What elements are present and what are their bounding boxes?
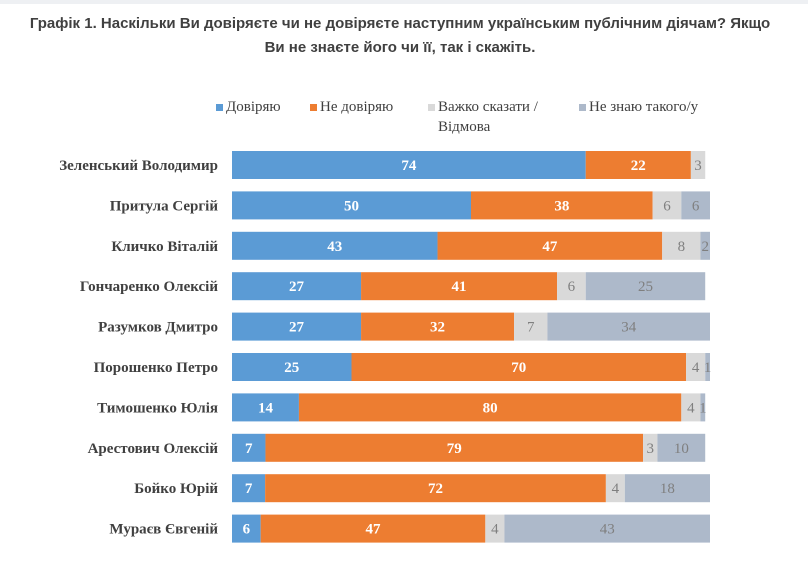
bar-segment: [351, 353, 687, 381]
category-label: Тимошенко Юлія: [97, 400, 218, 416]
data-label: 72: [428, 481, 443, 497]
legend-swatch: [579, 104, 586, 112]
bar-segment: [686, 353, 706, 381]
data-label: 1: [704, 360, 712, 376]
category-label: Разумков Дмитро: [98, 320, 218, 336]
bar-segment: [232, 191, 471, 220]
data-label: 7: [245, 481, 253, 497]
bar-segment: [361, 312, 515, 341]
bar-segment: [361, 272, 558, 301]
category-label: Мураєв Євгеній: [109, 522, 218, 538]
data-label: 25: [638, 279, 653, 295]
data-label: 25: [284, 360, 299, 376]
chart-title: Графік 1. Наскільки Ви довіряєте чи не д…: [29, 15, 771, 56]
legend-swatch: [216, 104, 223, 112]
data-label: 47: [366, 522, 382, 538]
bar-segment: [471, 191, 653, 220]
legend-item-2: Важко сказати / Відмова: [428, 97, 578, 137]
bar-segment: [504, 514, 710, 543]
bar-segment: [547, 312, 710, 341]
bar-segment: [232, 312, 362, 341]
bar-segment: [605, 474, 625, 503]
category-label: Арестович Олексій: [88, 441, 219, 457]
data-label: 6: [568, 279, 576, 295]
category-label: Порошенко Петро: [94, 360, 218, 376]
data-label: 4: [491, 522, 499, 538]
data-label: 3: [694, 158, 702, 174]
data-label: 70: [511, 360, 526, 376]
data-label: 6: [243, 522, 251, 538]
data-label: 74: [401, 158, 417, 174]
data-label: 79: [447, 441, 462, 457]
data-label: 18: [660, 481, 675, 497]
data-label: 43: [600, 522, 615, 538]
bar-segment: [265, 474, 606, 503]
data-label: 10: [674, 441, 689, 457]
data-label: 41: [452, 279, 467, 295]
legend-item-1: Не довіряю: [310, 97, 393, 117]
bar-segment: [232, 231, 438, 260]
data-label: 2: [701, 239, 709, 255]
top-strip: [0, 0, 808, 4]
data-label: 80: [483, 400, 498, 416]
bar-segment: [232, 393, 299, 422]
bar-segment: [700, 231, 710, 260]
bar-segment: [232, 433, 266, 462]
bar-segment: [705, 353, 710, 381]
bar-segment: [232, 272, 362, 301]
bar-segment: [652, 191, 682, 220]
data-label: 8: [678, 239, 686, 255]
data-label: 4: [612, 481, 620, 497]
bar-segment: [700, 393, 706, 422]
category-label: Бойко Юрій: [134, 481, 218, 497]
bar-segment: [690, 151, 706, 179]
data-label: 6: [663, 198, 671, 214]
legend-item-0: Довіряю: [216, 97, 281, 117]
bar-segment: [232, 353, 352, 381]
data-label: 47: [542, 239, 558, 255]
bar-segment: [657, 433, 706, 462]
data-label: 4: [692, 360, 700, 376]
bar-segment: [232, 514, 261, 543]
bar-segment: [260, 514, 486, 543]
legend-swatch: [310, 104, 317, 112]
bar-segment: [232, 474, 266, 503]
category-label: Притула Сергій: [110, 198, 219, 214]
data-label: 43: [327, 239, 342, 255]
bar-segment: [643, 433, 658, 462]
data-label: 7: [245, 441, 253, 457]
data-label: 7: [527, 320, 535, 336]
data-label: 27: [289, 320, 305, 336]
bar-segment: [265, 433, 644, 462]
data-label: 50: [344, 198, 359, 214]
category-label: Зеленський Володимир: [59, 158, 218, 174]
data-label: 38: [554, 198, 569, 214]
data-label: 4: [687, 400, 695, 416]
bar-segment: [485, 514, 505, 543]
bar-segment: [232, 151, 586, 179]
data-label: 22: [631, 158, 646, 174]
bar-segment: [514, 312, 548, 341]
data-label: 27: [289, 279, 305, 295]
data-label: 34: [621, 320, 637, 336]
legend-swatch: [428, 104, 435, 112]
bar-segment: [681, 393, 701, 422]
bar-segment: [298, 393, 682, 422]
bar-segment: [557, 272, 586, 301]
data-label: 6: [692, 198, 700, 214]
bar-segment: [662, 231, 701, 260]
category-label: Гончаренко Олексій: [80, 279, 218, 295]
data-label: 14: [258, 400, 274, 416]
bar-segment: [585, 151, 691, 179]
data-label: 32: [430, 320, 445, 336]
data-label: 3: [647, 441, 655, 457]
bar-segment: [624, 474, 710, 503]
bar-segment: [681, 191, 710, 220]
bar-segment: [585, 272, 706, 301]
category-label: Кличко Віталій: [111, 239, 218, 255]
legend-item-3: Не знаю такого/у: [579, 97, 698, 117]
bar-segment: [437, 231, 663, 260]
data-label: 1: [699, 400, 707, 416]
